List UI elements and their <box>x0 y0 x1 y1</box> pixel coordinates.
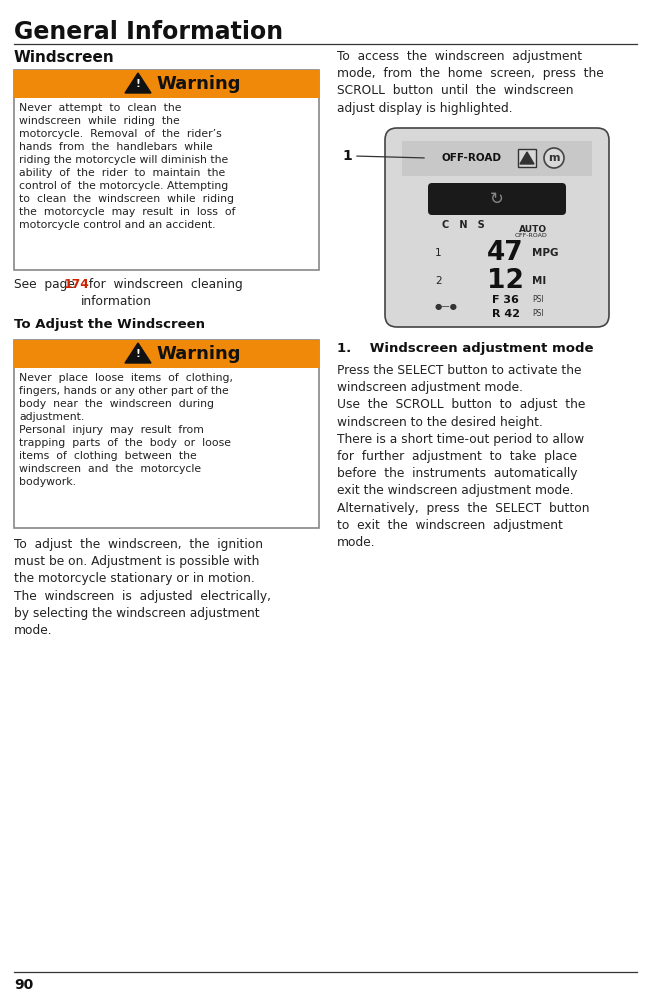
Polygon shape <box>125 343 151 363</box>
Text: 1: 1 <box>435 248 441 258</box>
Text: PSI: PSI <box>532 310 544 318</box>
FancyBboxPatch shape <box>428 183 566 215</box>
Text: General Information: General Information <box>14 20 283 44</box>
Text: Never  place  loose  items  of  clothing,
fingers, hands or any other part of th: Never place loose items of clothing, fin… <box>19 373 233 487</box>
Text: Windscreen: Windscreen <box>14 50 115 65</box>
Text: !: ! <box>135 349 141 359</box>
Text: AUTO: AUTO <box>519 225 547 234</box>
Text: To  access  the  windscreen  adjustment
mode,  from  the  home  screen,  press  : To access the windscreen adjustment mode… <box>337 50 603 115</box>
Polygon shape <box>520 152 534 164</box>
Text: 1: 1 <box>342 149 352 163</box>
Text: ↻: ↻ <box>490 190 504 208</box>
Text: OFF-ROAD: OFF-ROAD <box>442 153 502 163</box>
Text: Press the SELECT button to activate the
windscreen adjustment mode.
Use  the  SC: Press the SELECT button to activate the … <box>337 364 590 549</box>
Text: m: m <box>548 153 560 163</box>
Bar <box>518 149 536 167</box>
Text: OFF-ROAD: OFF-ROAD <box>514 233 547 238</box>
Bar <box>14 70 319 98</box>
Text: F 36: F 36 <box>492 295 519 305</box>
Text: ●—●: ●—● <box>435 302 458 312</box>
Bar <box>14 70 319 270</box>
Circle shape <box>544 148 564 168</box>
Text: 2: 2 <box>435 276 441 286</box>
Bar <box>14 340 319 368</box>
FancyBboxPatch shape <box>385 128 609 327</box>
Text: PSI: PSI <box>532 296 544 304</box>
Text: Never  attempt  to  clean  the
windscreen  while  riding  the
motorcycle.  Remov: Never attempt to clean the windscreen wh… <box>19 103 236 230</box>
Bar <box>14 340 319 528</box>
Text: Warning: Warning <box>156 75 240 93</box>
Text: 174: 174 <box>64 278 90 291</box>
Text: MPG: MPG <box>532 248 559 258</box>
Text: !: ! <box>135 79 141 89</box>
Text: R 42: R 42 <box>492 309 520 319</box>
Text: for  windscreen  cleaning
information: for windscreen cleaning information <box>81 278 243 308</box>
Text: To  adjust  the  windscreen,  the  ignition
must be on. Adjustment is possible w: To adjust the windscreen, the ignition m… <box>14 538 271 637</box>
Text: See  page: See page <box>14 278 79 291</box>
Text: Warning: Warning <box>156 345 240 363</box>
Text: 12: 12 <box>486 268 523 294</box>
Polygon shape <box>125 73 151 93</box>
Text: 90: 90 <box>14 978 33 992</box>
Bar <box>402 141 592 176</box>
Text: 1.    Windscreen adjustment mode: 1. Windscreen adjustment mode <box>337 342 594 355</box>
Text: MI: MI <box>532 276 546 286</box>
Text: 47: 47 <box>487 240 523 266</box>
Text: C   N   S: C N S <box>442 220 485 230</box>
Text: To Adjust the Windscreen: To Adjust the Windscreen <box>14 318 205 331</box>
